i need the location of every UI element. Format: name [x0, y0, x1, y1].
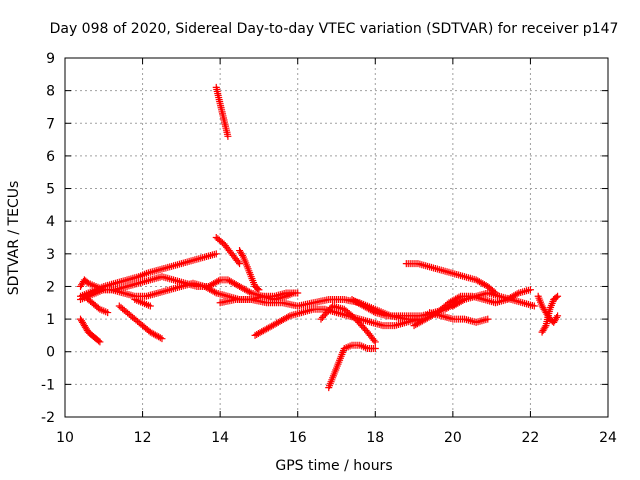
data-point [254, 285, 262, 293]
data-point [212, 250, 220, 258]
data-point [513, 290, 521, 298]
series-arc-14 [325, 341, 379, 392]
data-point [554, 312, 562, 320]
y-tick-label: 5 [46, 182, 55, 198]
series-arc-19 [426, 309, 492, 326]
data-point [95, 337, 103, 345]
x-tick-label: 22 [522, 430, 540, 446]
data-point [554, 292, 562, 300]
data-point [459, 296, 467, 304]
data-point [246, 288, 254, 296]
series-arc-9 [212, 234, 244, 268]
x-tick-label: 12 [134, 430, 152, 446]
series-arc-13 [317, 302, 379, 346]
data-point [156, 334, 164, 342]
series-arc-16 [402, 260, 500, 297]
data-point [255, 286, 263, 294]
x-axis-title: GPS time / hours [275, 458, 392, 474]
x-tick-label: 18 [366, 430, 384, 446]
chart-title: Day 098 of 2020, Sidereal Day-to-day VTE… [50, 21, 619, 37]
data-point [484, 315, 492, 323]
data-point [294, 289, 302, 297]
data-point [350, 314, 358, 322]
series-arc-10 [236, 247, 263, 294]
data-point [284, 313, 292, 321]
series-arc-7 [115, 302, 166, 343]
data-point [370, 308, 378, 316]
y-tick-label: 7 [46, 116, 55, 132]
y-tick-label: 8 [46, 84, 55, 100]
data-point [146, 302, 154, 310]
data-point [541, 323, 549, 331]
data-point [371, 344, 379, 352]
y-tick-label: 3 [46, 247, 55, 263]
series-arc-8 [212, 83, 232, 140]
y-tick-label: 1 [46, 312, 55, 328]
data-point [96, 338, 104, 346]
data-point [234, 258, 242, 266]
grid [65, 58, 608, 417]
data-point [552, 293, 560, 301]
data-point [530, 302, 538, 310]
x-tick-label: 14 [211, 430, 229, 446]
series-arc-21 [538, 292, 562, 336]
data-point [238, 251, 246, 259]
y-tick-label: -2 [41, 410, 55, 426]
y-tick-label: 6 [46, 149, 55, 165]
y-tick-label: 0 [46, 345, 55, 361]
data-point [371, 338, 379, 346]
data-point [214, 277, 222, 285]
plot-frame [64, 57, 609, 418]
data-point [104, 309, 112, 317]
data-point [224, 132, 232, 140]
data-point [211, 288, 219, 296]
x-tick-label: 24 [599, 430, 617, 446]
series-arc-4 [80, 292, 112, 317]
y-tick-label: 2 [46, 279, 55, 295]
data-point [158, 335, 166, 343]
data-points [77, 83, 562, 392]
y-tick-label: -1 [41, 377, 55, 393]
series-arc-6 [77, 315, 104, 346]
x-tick-label: 16 [289, 430, 307, 446]
y-axis-title: SDTVAR / TECUs [6, 181, 22, 296]
x-tick-label: 20 [444, 430, 462, 446]
data-point [526, 286, 534, 294]
series-arc-5 [131, 296, 154, 310]
y-tick-label: 4 [46, 214, 55, 230]
series-arc-12 [251, 305, 422, 339]
y-tick-label: 9 [46, 51, 55, 67]
data-point [370, 336, 378, 344]
data-point [236, 260, 244, 268]
data-point [553, 313, 561, 321]
series-arc-18 [449, 289, 538, 310]
x-tick-label: 10 [56, 430, 74, 446]
